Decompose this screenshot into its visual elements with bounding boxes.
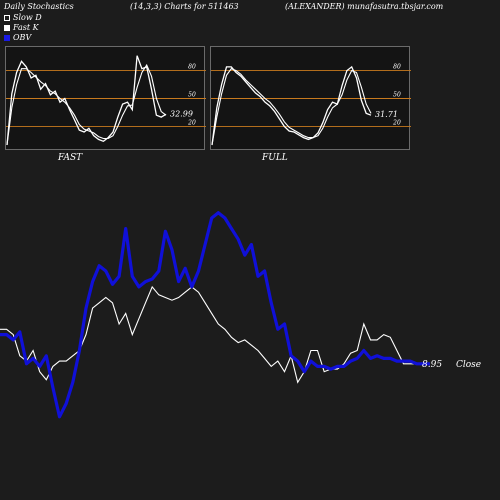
- chart-heading: Daily Stochastics: [4, 2, 74, 11]
- fast-panel-title: FAST: [58, 153, 83, 163]
- y-tick-label-20: 20: [187, 119, 196, 126]
- legend-label-slow-d: Slow D: [13, 13, 42, 22]
- legend-label-fast-k: Fast K: [13, 23, 39, 32]
- legend-item-obv: OBV: [4, 33, 31, 42]
- legend-item-slow-d: Slow D: [4, 13, 42, 22]
- series-line-slow-d: [6, 63, 167, 146]
- legend-swatch-obv: [4, 34, 10, 41]
- close-series-label: Close: [456, 360, 481, 370]
- full-panel-title: FULL: [262, 153, 288, 163]
- y-tick-label-20: 20: [392, 119, 401, 126]
- legend-label-obv: OBV: [13, 33, 32, 42]
- last-value-label: 31.71: [375, 110, 398, 119]
- full-stochastic-panel: 20 50 80 31.71: [210, 46, 411, 150]
- series-line-slow-d: [211, 68, 372, 146]
- fast-stochastic-panel: 20 50 80 32.99: [5, 46, 206, 150]
- full-stochastic-chart: 20 50 80 31.71: [211, 64, 411, 146]
- series-line-obv: [0, 211, 430, 419]
- fast-stochastic-chart: 20 50 80 32.99: [6, 55, 206, 146]
- y-tick-label-50: 50: [393, 92, 401, 99]
- series-line-close: [0, 285, 430, 384]
- price-obv-chart: 8.95 Close: [0, 211, 481, 419]
- series-line-fast-k: [6, 55, 167, 146]
- chart-parameters: (14,3,3) Charts for 511463: [130, 2, 239, 11]
- legend-item-fast-k: Fast K: [4, 23, 39, 32]
- y-tick-label-80: 80: [188, 64, 196, 71]
- legend-swatch-slow-d: [4, 14, 10, 21]
- y-tick-label-50: 50: [188, 92, 196, 99]
- y-tick-label-80: 80: [393, 64, 401, 71]
- last-close-value: 8.95: [422, 360, 442, 370]
- chart-source: (ALEXANDER) munafasutra.tbsjar.com: [285, 2, 444, 11]
- series-line-fast-k: [211, 65, 372, 146]
- legend-swatch-fast-k: [4, 24, 10, 31]
- last-value-label: 32.99: [170, 109, 193, 118]
